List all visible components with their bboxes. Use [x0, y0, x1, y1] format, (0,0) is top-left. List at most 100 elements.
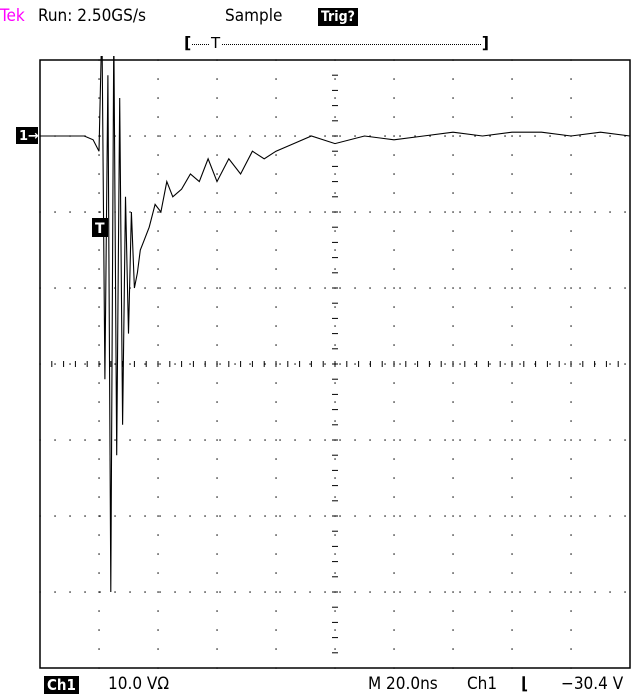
grid-dot: [511, 230, 513, 232]
grid-dot: [157, 553, 159, 555]
grid-dot: [399, 363, 401, 365]
grid-dot: [216, 249, 218, 251]
grid-dot: [264, 591, 266, 593]
grid-dot: [216, 572, 218, 574]
grid-dot: [504, 287, 506, 289]
grid-dot: [459, 287, 461, 289]
grid-dot: [393, 420, 395, 422]
grid-dot: [474, 287, 476, 289]
grid-dot: [275, 382, 277, 384]
grid-dot: [369, 515, 371, 517]
trigger-slope-icon: ⌊: [521, 674, 528, 694]
grid-dot: [334, 192, 336, 194]
grid-dot: [570, 534, 572, 536]
grid-dot: [564, 135, 566, 137]
grid-dot: [354, 515, 356, 517]
grid-dot: [414, 287, 416, 289]
grid-dot: [459, 211, 461, 213]
grid-dot: [452, 249, 454, 251]
grid-dot: [157, 154, 159, 156]
grid-dot: [189, 591, 191, 593]
grid-dot: [216, 382, 218, 384]
grid-dot: [275, 515, 277, 517]
grid-dot: [99, 591, 101, 593]
grid-dot: [452, 268, 454, 270]
grid-dot: [504, 439, 506, 441]
grid-dot: [511, 249, 513, 251]
grid-dot: [399, 211, 401, 213]
acquisition-mode: Sample: [225, 6, 283, 26]
grid-dot: [174, 287, 176, 289]
grid-dot: [452, 382, 454, 384]
grid-dot: [204, 439, 206, 441]
grid-dot: [594, 591, 596, 593]
grid-dot: [159, 211, 161, 213]
grid-dot: [334, 173, 336, 175]
grid-dot: [334, 401, 336, 403]
grid-dot: [511, 344, 513, 346]
grid-dot: [309, 287, 311, 289]
timebase-readout: M 20.0ns: [368, 674, 438, 694]
record-position-bar: [ T ]: [184, 34, 489, 52]
grid-dot: [216, 78, 218, 80]
grid-dot: [444, 211, 446, 213]
grid-dot: [511, 477, 513, 479]
grid-dot: [157, 610, 159, 612]
trigger-status-badge: Trig?: [318, 8, 358, 26]
grid-dot: [474, 363, 476, 365]
grid-dot: [384, 591, 386, 593]
grid-dot: [393, 515, 395, 517]
grid-dot: [275, 268, 277, 270]
grid-dot: [234, 591, 236, 593]
grid-dot: [594, 211, 596, 213]
grid-dot: [393, 135, 395, 137]
grid-dot: [511, 553, 513, 555]
grid-dot: [216, 515, 218, 517]
grid-dot: [570, 97, 572, 99]
grid-dot: [174, 363, 176, 365]
grid-dot: [414, 363, 416, 365]
grid-dot: [534, 135, 536, 137]
grid-dot: [98, 439, 100, 441]
grid-dot: [393, 572, 395, 574]
grid-dot: [519, 439, 521, 441]
grid-dot: [354, 439, 356, 441]
grid-dot: [564, 515, 566, 517]
record-trigger-marker: T: [210, 34, 222, 52]
grid-dot: [157, 192, 159, 194]
grid-dot: [216, 534, 218, 536]
grid-dot: [98, 287, 100, 289]
grid-dot: [474, 515, 476, 517]
grid-dot: [511, 268, 513, 270]
grid-dot: [452, 553, 454, 555]
grid-dot: [393, 553, 395, 555]
grid-dot: [216, 97, 218, 99]
grid-dot: [84, 211, 86, 213]
grid-dot: [275, 97, 277, 99]
grid-dot: [452, 116, 454, 118]
grid-dot: [549, 287, 551, 289]
grid-dot: [570, 116, 572, 118]
grid-dot: [564, 287, 566, 289]
grid-dot: [534, 363, 536, 365]
grid-dot: [339, 287, 341, 289]
grid-dot: [549, 211, 551, 213]
grid-dot: [157, 230, 159, 232]
grid-dot: [98, 325, 100, 327]
grid-dot: [279, 211, 281, 213]
grid-dot: [324, 363, 326, 365]
grid-dot: [334, 572, 336, 574]
graticule: [39, 59, 631, 669]
grid-dot: [157, 249, 159, 251]
grid-dot: [144, 211, 146, 213]
grid-dot: [354, 363, 356, 365]
grid-dot: [570, 382, 572, 384]
grid-dot: [564, 591, 566, 593]
grid-dot: [84, 591, 86, 593]
grid-dot: [99, 211, 101, 213]
grid-dot: [609, 591, 611, 593]
grid-dot: [334, 154, 336, 156]
grid-dot: [98, 401, 100, 403]
grid-dot: [204, 211, 206, 213]
grid-dot: [609, 515, 611, 517]
